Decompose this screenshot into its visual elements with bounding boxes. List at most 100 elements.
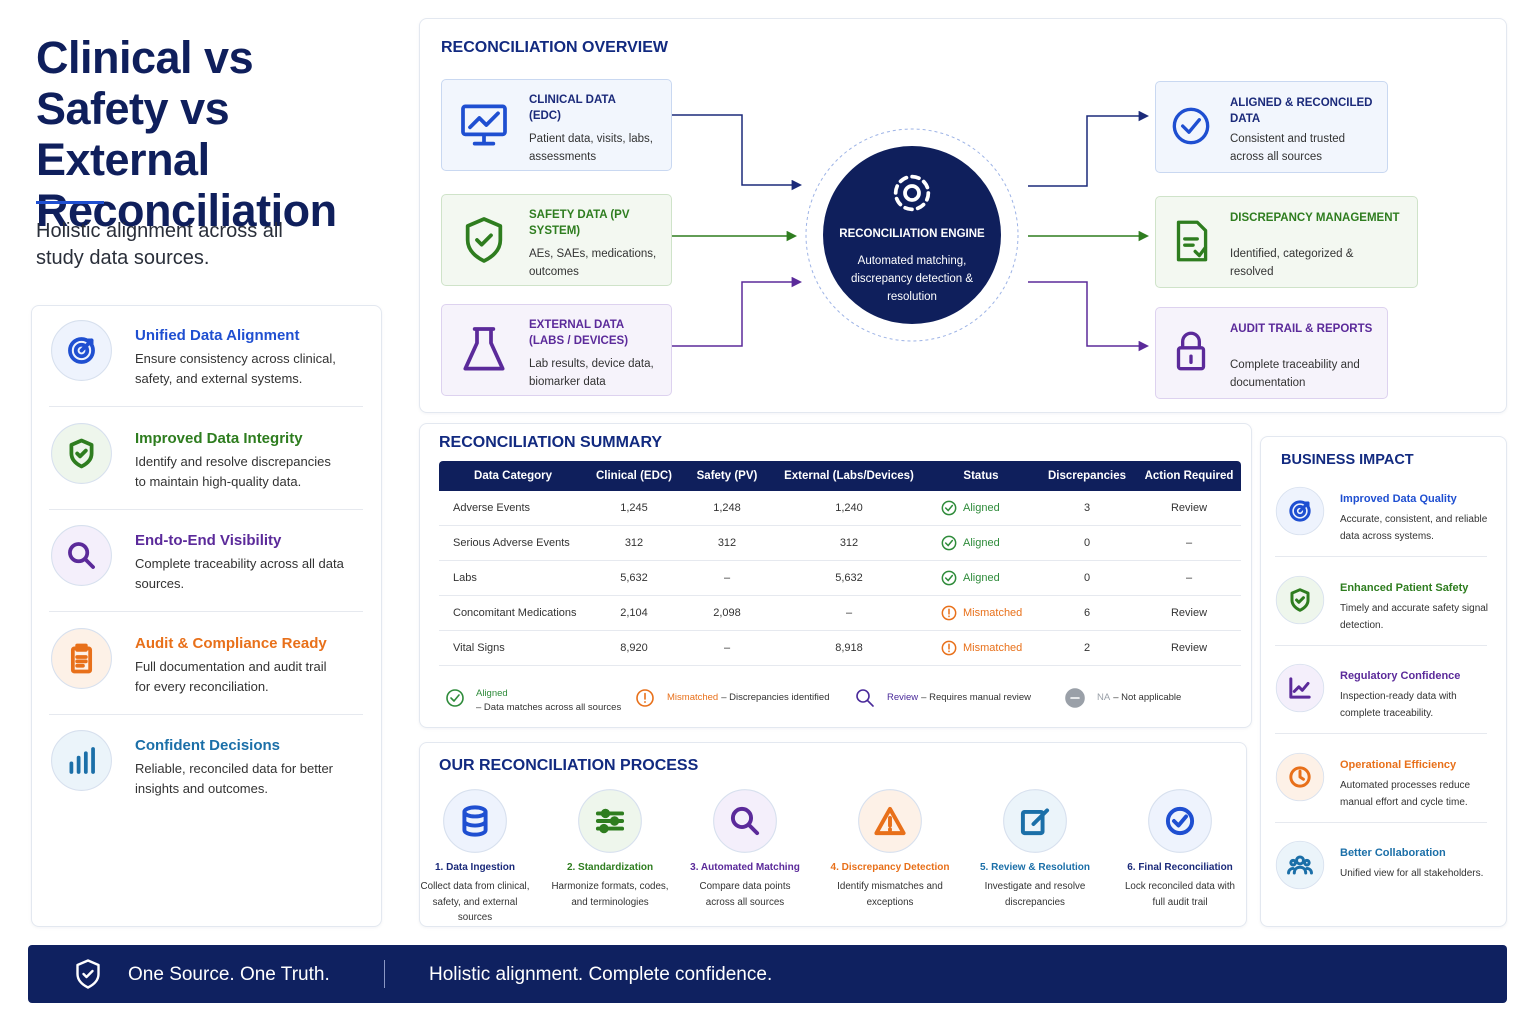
- icon-part: [1293, 504, 1307, 518]
- icon-part: [83, 557, 95, 569]
- process-panel: [419, 742, 1247, 927]
- icon-part: [73, 342, 90, 359]
- icon-part: [903, 184, 921, 202]
- page-title: Clinical vs Safety vs External Reconcili…: [36, 32, 337, 236]
- section-title: RECONCILIATION OVERVIEW: [441, 39, 668, 56]
- legend-text: – Data matches across all sources: [476, 702, 622, 713]
- source-box: [441, 79, 672, 171]
- benefit-text: Identify and resolve discrepancies to ma…: [135, 453, 331, 489]
- icon: [465, 217, 503, 263]
- icon: [1275, 840, 1325, 890]
- icon-part: [1181, 118, 1201, 134]
- benefit-text: Full documentation and audit trail for e…: [135, 658, 327, 694]
- step-text: Investigate and resolve discrepancies: [984, 881, 1086, 908]
- icon-part: [1176, 331, 1206, 371]
- icon-part: [79, 338, 94, 353]
- step-text: Collect data from clinical, safety, and …: [420, 881, 530, 923]
- legend-label: Aligned: [476, 688, 508, 699]
- icon-part: [69, 747, 95, 774]
- divider: [1275, 733, 1487, 734]
- icon-part: [1290, 587, 1310, 612]
- icon-part: [462, 809, 488, 837]
- icon-part: [1020, 809, 1045, 836]
- status-icon: [941, 640, 957, 656]
- icon-part: [75, 448, 88, 458]
- step-text: Identify mismatches and exceptions: [837, 881, 943, 908]
- status-label: Aligned: [963, 537, 1000, 549]
- source-text: Patient data, visits, labs, assessments: [529, 133, 654, 163]
- status-label: Mismatched: [963, 642, 1023, 654]
- output-box: [1155, 196, 1418, 288]
- icon-part: [51, 525, 112, 586]
- icon-part: [595, 808, 625, 834]
- icon-part: [1298, 769, 1305, 781]
- benefit-text: Reliable, reconciled data for better ins…: [135, 761, 334, 796]
- icon-part: [941, 500, 957, 516]
- icon: [858, 789, 922, 853]
- icon: [636, 689, 654, 707]
- step-title: 6. Final Reconciliation: [1127, 862, 1233, 873]
- icon-part: [1176, 220, 1208, 262]
- icon-part: [69, 438, 94, 468]
- icon: [713, 789, 777, 853]
- table-cell: 5,632: [587, 560, 681, 596]
- icon-part: [51, 730, 112, 791]
- step-title: 3. Automated Matching: [690, 862, 800, 873]
- column-header: Clinical (EDC): [587, 461, 681, 491]
- table-cell: Review: [1137, 630, 1241, 666]
- divider: [1275, 556, 1487, 557]
- step-title: 2. Standardization: [566, 862, 654, 873]
- table-cell: 0: [1037, 525, 1137, 561]
- icon-part: [70, 643, 93, 673]
- icon-part: [941, 640, 957, 656]
- icon: [1275, 575, 1325, 624]
- section-title: BUSINESS IMPACT: [1281, 452, 1414, 468]
- table-cell: 6: [1037, 595, 1137, 631]
- impact-text: Inspection-ready data with complete trac…: [1340, 691, 1457, 719]
- table-cell: 0: [1037, 560, 1137, 596]
- icon-part: [75, 654, 88, 668]
- engine-text: Automated matching, discrepancy detectio…: [850, 255, 974, 303]
- status-label: Aligned: [963, 572, 1000, 584]
- icon-part: [866, 699, 874, 707]
- icon-part: [1020, 808, 1050, 836]
- table-cell: –: [681, 630, 773, 666]
- icon-part: [1165, 806, 1195, 836]
- icon-part: [69, 747, 95, 774]
- benefit-text: Complete traceability across all data so…: [135, 556, 344, 591]
- icon-part: [68, 337, 95, 364]
- table-row: Concomitant Medications 2,104 2,098– Mismat…: [439, 595, 1241, 631]
- footer-right: Holistic alignment. Complete confidence.: [429, 964, 773, 985]
- icon-part: [874, 806, 906, 836]
- icon-part: [1298, 501, 1310, 513]
- icon: [51, 320, 112, 381]
- icon-part: [941, 500, 957, 516]
- icon: [1065, 688, 1085, 708]
- legend-item: NA – Not applicable: [1097, 692, 1181, 703]
- icon-part: [1176, 346, 1206, 371]
- icon-part: [856, 689, 874, 707]
- icon-part: [941, 605, 957, 621]
- section-title: RECONCILIATION SUMMARY: [439, 434, 663, 451]
- impact-text: Accurate, consistent, and reliable data …: [1340, 514, 1488, 542]
- column-header: External (Labs/Devices): [773, 461, 925, 491]
- footer-divider: [384, 960, 385, 988]
- icon-part: [468, 111, 500, 146]
- output-title: DISCREPANCY MANAGEMENT: [1230, 212, 1400, 224]
- table-cell: 2: [1037, 630, 1137, 666]
- icon-part: [941, 570, 957, 586]
- icon-part: [76, 959, 100, 989]
- status-cell: Aligned: [925, 560, 1037, 596]
- table-cell: 312: [587, 525, 681, 561]
- impact-text: Timely and accurate safety signal detect…: [1340, 602, 1489, 631]
- table-row: Vital Signs 8,920–8,918 Mismatched 2 Review: [439, 630, 1241, 666]
- step-text: Lock reconciled data with full audit tra…: [1124, 881, 1235, 908]
- icon-part: [1065, 688, 1085, 708]
- benefit-text: Ensure consistency across clinical, safe…: [135, 351, 336, 386]
- icon: [1275, 486, 1325, 536]
- icon-part: [893, 174, 931, 212]
- icon-part: [599, 823, 609, 834]
- icon-part: [446, 689, 464, 707]
- legend-text: – Requires manual review: [921, 692, 1031, 703]
- icon-part: [1289, 765, 1311, 788]
